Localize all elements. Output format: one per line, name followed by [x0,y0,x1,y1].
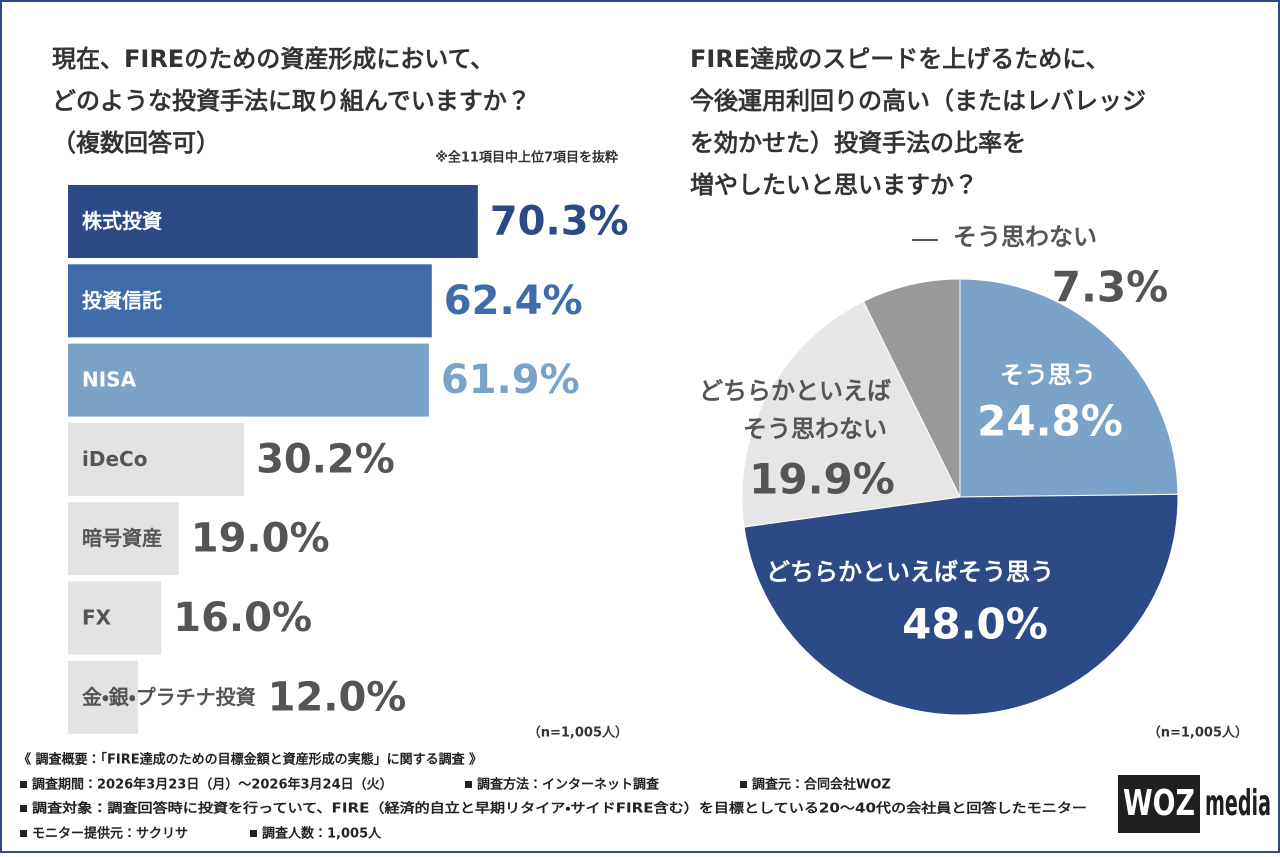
footer-item: 調査期間：2026年3月23日（月）～2026年3月24日（火） [32,777,393,793]
chart-title: 今後運用利回りの高い（またはレバレッジ [690,87,1146,115]
value-label: 70.3% [490,199,629,245]
slice-label: そう思わない [953,223,1097,251]
footer-item: 調査対象：調査回答時に投資を行っていて、FIRE（経済的自立と早期リタイア・サイ… [32,801,1087,817]
bar [68,264,432,338]
category-label: 暗号資産 [82,526,162,550]
chart-title: 増やしたいと思いますか？ [690,171,978,199]
category-label: iDeCo [82,447,147,471]
slice-value: 48.0% [902,600,1048,649]
chart-note: ※全11項目中上位7項目を抜粋 [435,150,618,166]
bullet [20,830,27,837]
category-label: 金・銀・プラチナ投資 [82,685,256,709]
bullet [465,781,472,788]
logo-box [1118,775,1200,833]
chart-title: を効かせた）投資手法の比率を [690,129,1026,157]
category-label: NISA [82,368,137,392]
bullet [20,781,27,788]
chart-title: どのような投資手法に取り組んでいますか？ [52,87,531,115]
category-label: 投資信託 [82,288,162,312]
bar [68,581,162,655]
bar [68,422,245,496]
footer-item: 調査元：合同会社WOZ [752,777,891,793]
chart-title: 現在、FIREのための資産形成において、 [52,45,494,73]
bar [68,660,138,734]
sample-note: （n=1,005人） [1148,725,1248,741]
value-label: 12.0% [268,674,407,720]
value-label: 16.0% [173,595,312,641]
sample-note: （n=1,005人） [528,725,628,741]
chart-title: （複数回答可） [52,129,220,157]
footer-item: 調査方法：インターネット調査 [477,777,660,793]
slice-label: そう思う [1000,361,1096,389]
bar [68,185,478,258]
pie-slice [741,300,961,528]
slice-value: 7.3% [1052,263,1168,312]
category-label: FX [82,606,112,630]
category-label: 株式投資 [82,209,162,233]
bullet [20,805,27,812]
value-label: 30.2% [256,436,395,482]
chart-title: FIRE達成のスピードを上げるために、 [690,45,1109,73]
pie-slice [743,493,1179,716]
value-label: 19.0% [191,516,330,562]
value-label: 61.9% [441,357,580,403]
bar [68,502,179,576]
bar [68,343,429,417]
footer-item: 調査人数：1,005人 [262,826,382,842]
value-label: 62.4% [444,278,583,324]
bullet [250,830,257,837]
pie-slice [862,278,961,498]
footer-heading: 《 調査概要：「FIRE達成のための目標金額と資産形成の実態」に関する調査 》 [18,752,482,768]
pie-slice [959,278,1179,498]
logo-suffix: media [1205,783,1271,824]
bullet [740,781,747,788]
slice-label: どちらかといえばそう思わない [699,377,891,443]
logo-brand: WOZ [1123,783,1195,824]
slice-value: 24.8% [977,397,1123,446]
slice-value: 19.9% [749,455,895,504]
footer-item: モニター提供元：サクリサ [32,826,188,842]
slice-label: どちらかといえばそう思う [766,558,1054,586]
